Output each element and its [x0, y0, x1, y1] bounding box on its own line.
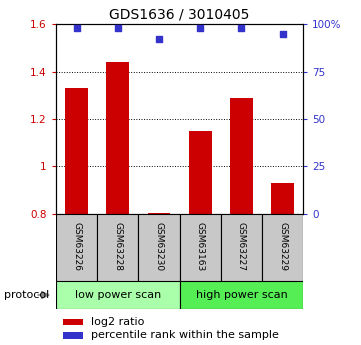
Bar [180, 214, 221, 281]
Bar [180, 281, 303, 309]
Text: percentile rank within the sample: percentile rank within the sample [91, 331, 278, 341]
Point [239, 25, 244, 31]
Bar [271, 183, 294, 214]
Bar [97, 214, 138, 281]
Point [197, 25, 203, 31]
Point [156, 37, 162, 42]
Title: GDS1636 / 3010405: GDS1636 / 3010405 [109, 8, 250, 22]
Text: GSM63227: GSM63227 [237, 222, 246, 271]
Bar [189, 131, 212, 214]
Bar [64, 332, 83, 339]
Bar [64, 319, 83, 325]
Text: GSM63228: GSM63228 [113, 222, 122, 271]
Bar [262, 214, 303, 281]
Point [115, 25, 121, 31]
Text: GSM63226: GSM63226 [72, 222, 81, 271]
Point [280, 31, 286, 36]
Bar [56, 214, 97, 281]
Text: log2 ratio: log2 ratio [91, 317, 144, 327]
Bar [106, 62, 129, 214]
Bar [138, 214, 180, 281]
Text: GSM63229: GSM63229 [278, 222, 287, 271]
Bar [221, 214, 262, 281]
Bar [65, 88, 88, 214]
Bar [230, 98, 253, 214]
Text: GSM63163: GSM63163 [196, 221, 205, 271]
Bar [56, 281, 180, 309]
Text: protocol: protocol [4, 290, 49, 300]
Text: GSM63230: GSM63230 [155, 221, 164, 271]
Text: high power scan: high power scan [196, 290, 287, 300]
Text: low power scan: low power scan [75, 290, 161, 300]
Bar [148, 213, 170, 214]
Point [74, 25, 79, 31]
